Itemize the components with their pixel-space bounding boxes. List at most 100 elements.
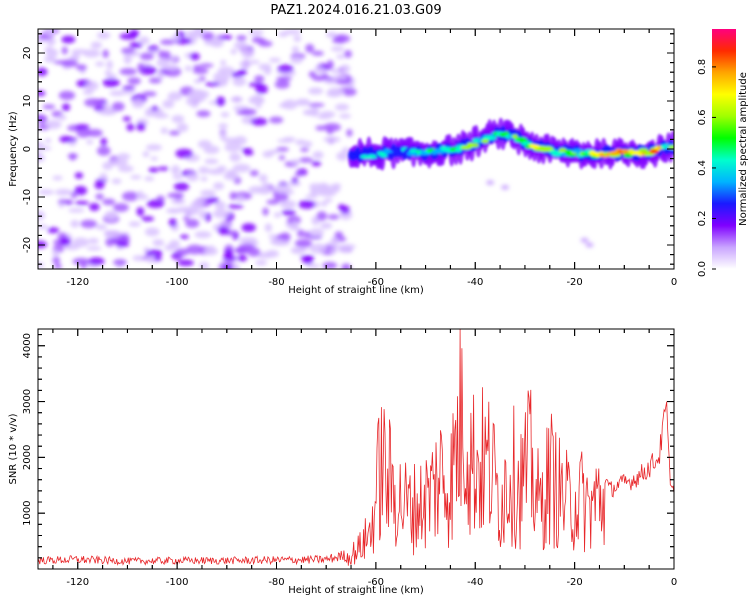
- noise-blob: [203, 145, 220, 155]
- noise-blob: [327, 87, 345, 96]
- noise-blob: [168, 130, 181, 136]
- noise-blob: [126, 123, 135, 132]
- noise-blob: [65, 137, 78, 142]
- noise-blob: [269, 238, 284, 246]
- noise-blob: [283, 29, 302, 35]
- noise-blob: [235, 195, 245, 202]
- noise-blob: [129, 29, 140, 39]
- spectrogram-y-axis-label: Frequency (Hz): [8, 111, 19, 187]
- noise-blob: [167, 91, 183, 101]
- noise-blob: [38, 189, 55, 195]
- noise-blob: [59, 237, 72, 246]
- noise-blob: [95, 193, 104, 200]
- noise-blob: [215, 201, 226, 211]
- noise-blob: [326, 59, 334, 70]
- noise-blob: [273, 184, 292, 194]
- noise-blob: [85, 80, 99, 91]
- noise-blob: [291, 221, 299, 230]
- y-tick-label: 10: [22, 95, 33, 108]
- noise-blob: [312, 151, 324, 159]
- x-tick-label: -40: [467, 577, 483, 588]
- noise-blob: [303, 231, 311, 239]
- noise-blob: [294, 238, 313, 248]
- noise-blob: [131, 98, 145, 109]
- noise-blob: [329, 248, 338, 254]
- noise-blob: [177, 206, 195, 213]
- noise-blob: [185, 30, 203, 37]
- noise-blob: [148, 167, 159, 173]
- x-tick-label: -80: [268, 277, 284, 288]
- noise-blob: [305, 194, 318, 199]
- noise-blob: [227, 204, 244, 209]
- noise-blob: [195, 199, 206, 204]
- noise-blob: [57, 199, 74, 204]
- noise-blob: [86, 246, 102, 251]
- noise-blob: [96, 146, 111, 156]
- noise-blob: [222, 254, 236, 262]
- noise-blob: [580, 237, 589, 243]
- noise-blob: [176, 123, 189, 133]
- noise-blob: [308, 71, 317, 78]
- noise-blob: [74, 124, 90, 130]
- noise-blob: [104, 230, 121, 239]
- noise-blob: [132, 255, 146, 261]
- noise-blob: [324, 198, 333, 203]
- noise-blob: [61, 59, 79, 68]
- noise-blob: [232, 76, 247, 87]
- ridge-peak: [649, 149, 660, 154]
- noise-blob: [110, 159, 128, 167]
- ridge-core: [379, 153, 388, 158]
- noise-blob: [297, 229, 305, 238]
- noise-blob: [113, 203, 129, 212]
- noise-blobs: [38, 29, 594, 269]
- noise-blob: [200, 189, 216, 197]
- noise-blob: [173, 182, 190, 191]
- noise-blob: [322, 261, 338, 269]
- noise-blob: [337, 244, 352, 253]
- colorbar-tick-label: 0.2: [697, 211, 708, 227]
- noise-blob: [224, 142, 242, 153]
- x-tick-label: -100: [166, 577, 189, 588]
- noise-blob: [206, 196, 220, 204]
- noise-blob: [215, 96, 226, 107]
- noise-blob: [129, 41, 143, 49]
- noise-blob: [192, 67, 209, 75]
- noise-blob: [306, 263, 321, 269]
- noise-blob: [111, 178, 122, 185]
- noise-blob: [137, 63, 145, 71]
- noise-blob: [170, 165, 181, 175]
- noise-blob: [299, 157, 314, 163]
- noise-blob: [175, 248, 189, 256]
- noise-blob: [154, 254, 162, 262]
- noise-blob: [89, 202, 100, 212]
- noise-blob: [281, 209, 296, 216]
- noise-blob: [109, 90, 126, 97]
- noise-blob: [220, 59, 227, 66]
- noise-blob: [188, 89, 206, 99]
- noise-blob: [210, 38, 224, 48]
- noise-blob: [294, 172, 303, 177]
- noise-blob: [148, 77, 162, 84]
- noise-blob: [486, 180, 495, 186]
- colorbar: 0.0 0.2 0.4 0.6 0.8 Normalized spectral ampl…: [697, 29, 749, 277]
- noise-blob: [232, 163, 251, 173]
- ridge-band: [348, 117, 674, 171]
- ridge-peak: [529, 144, 540, 149]
- noise-blob: [70, 191, 78, 199]
- noise-blob: [241, 223, 256, 233]
- y-tick-label: -10: [22, 189, 33, 205]
- noise-blob: [186, 244, 204, 255]
- ridge-core: [409, 148, 418, 154]
- noise-blob: [282, 136, 296, 142]
- ridge-peak: [589, 151, 600, 156]
- noise-blob: [120, 47, 136, 54]
- noise-blob: [104, 70, 112, 76]
- noise-blob: [269, 57, 281, 63]
- noise-blob: [300, 147, 310, 152]
- noise-blob: [160, 39, 176, 45]
- noise-blob: [52, 256, 61, 264]
- noise-blob: [199, 209, 207, 220]
- noise-blob: [255, 260, 267, 266]
- noise-blob: [343, 50, 353, 59]
